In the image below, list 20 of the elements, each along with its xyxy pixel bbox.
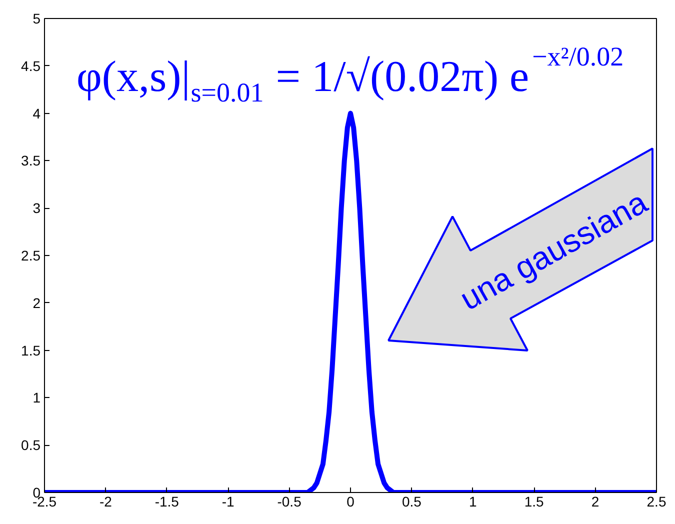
y-tick-label: 0.5 <box>21 437 41 454</box>
x-tick-label: 0 <box>346 494 355 510</box>
x-tick-label: -0.5 <box>277 494 302 510</box>
x-tick-label: 0.5 <box>402 494 422 510</box>
y-tick-label: 4.5 <box>21 58 41 74</box>
y-tick-label: 5 <box>32 10 41 26</box>
x-tick-label: -1.5 <box>154 494 180 510</box>
x-tick-label: -1 <box>222 494 235 510</box>
x-tick-label: 1 <box>469 494 478 510</box>
x-tick-label: 2 <box>591 494 600 510</box>
y-tick-label: 1 <box>32 390 41 406</box>
y-tick-label: 3 <box>32 200 41 216</box>
x-tick-label: -2 <box>99 494 112 510</box>
y-tick-label: 1.5 <box>21 342 41 358</box>
y-tick-label: 3.5 <box>21 152 41 169</box>
x-tick-label: 2.5 <box>646 494 666 510</box>
x-tick-label: 1.5 <box>524 494 544 510</box>
y-tick-label: 2 <box>32 294 41 311</box>
y-tick-label: 2.5 <box>21 248 41 264</box>
y-tick-label: 4 <box>32 105 41 122</box>
